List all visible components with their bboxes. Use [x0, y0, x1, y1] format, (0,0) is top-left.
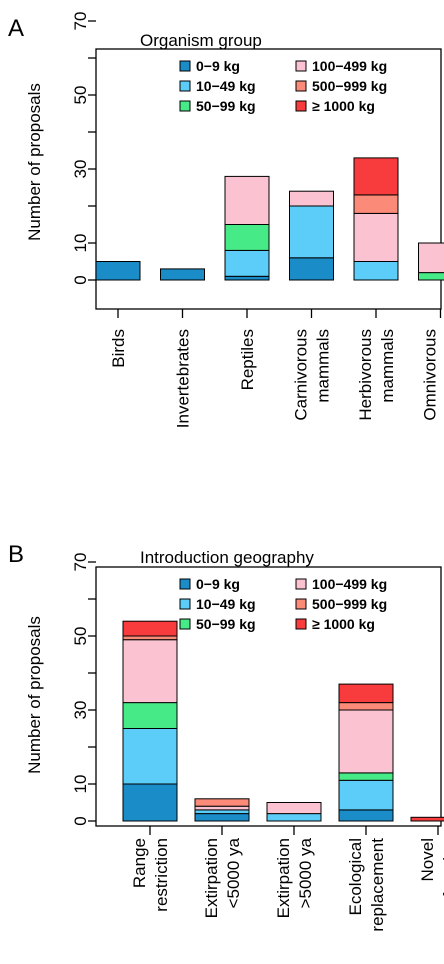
legend-label: ≥ 1000 kg: [312, 616, 375, 632]
legend-label: 0−9 kg: [196, 576, 240, 592]
chart-title: Introduction geography: [140, 548, 314, 567]
bar-segment: [338, 772, 394, 781]
x-tick-label: Invertebrates: [174, 329, 193, 428]
y-tick-label: 30: [71, 701, 90, 720]
bar-segment: [122, 728, 178, 785]
bar-segment: [338, 709, 394, 774]
x-tick-label: Range: [130, 838, 149, 888]
legend-swatch: [179, 100, 191, 112]
x-tick-label: Ecological: [346, 838, 365, 916]
bar-segment: [353, 261, 399, 281]
x-tick-label: mammals: [443, 329, 444, 403]
y-axis-label: Number of proposals: [25, 616, 44, 774]
bar-segment: [194, 798, 250, 807]
y-tick-label: 0: [71, 816, 90, 825]
bar-segment: [338, 809, 394, 822]
bar-segment: [122, 783, 178, 822]
bar-segment: [338, 779, 394, 811]
panel-a: A Organism group Number of proposals 0 10 30 5…: [8, 12, 444, 428]
legend-label: 0−9 kg: [196, 58, 240, 74]
x-tick-label: Reptiles: [238, 329, 257, 390]
legend-swatch: [295, 598, 307, 610]
bar-segment: [224, 224, 270, 251]
bar-segment: [194, 809, 250, 815]
bar-segment: [353, 212, 399, 262]
legend-swatch: [295, 618, 307, 630]
bar-segment: [122, 635, 178, 641]
y-axis-label: Number of proposals: [25, 83, 44, 241]
bar-segment: [266, 802, 322, 815]
y-tick-label: 30: [71, 160, 90, 179]
y-tick-label: 50: [71, 86, 90, 105]
x-tick-label: replacement: [368, 838, 387, 932]
x-tick-label: Herbivorous: [356, 329, 375, 421]
legend-label: 500−999 kg: [312, 596, 387, 612]
bar-segment: [338, 702, 394, 711]
y-tick-label: 0: [71, 275, 90, 284]
legend-swatch: [179, 60, 191, 72]
bar-segment: [224, 249, 270, 277]
y-tick-label: 50: [71, 627, 90, 646]
bar-segment: [122, 702, 178, 729]
bar-segment: [418, 242, 444, 274]
legend-label: ≥ 1000 kg: [312, 98, 375, 114]
y-tick-label: 70: [71, 12, 90, 31]
x-tick-label: Novel: [418, 838, 437, 881]
x-tick-label: Extirpation: [274, 838, 293, 918]
panel-b: B Introduction geography Number of proposa…: [8, 541, 444, 932]
legend-label: 100−499 kg: [312, 58, 387, 74]
legend-swatch: [179, 578, 191, 590]
y-tick-label: 10: [71, 775, 90, 794]
legend-swatch: [295, 80, 307, 92]
legend-label: 10−49 kg: [196, 78, 256, 94]
legend-swatch: [179, 598, 191, 610]
bar-segment: [418, 272, 444, 281]
legend-swatch: [295, 60, 307, 72]
panel-letter: B: [8, 541, 24, 568]
plot-frame: [95, 566, 442, 827]
legend-label: 50−99 kg: [196, 98, 256, 114]
bar-segment: [338, 683, 394, 704]
bar-segment: [122, 620, 178, 637]
legend-label: 100−499 kg: [312, 576, 387, 592]
bar-segment: [289, 205, 334, 259]
bar-segment: [353, 157, 399, 196]
bar-segment: [122, 639, 178, 704]
y-tick-label: 10: [71, 234, 90, 253]
bar-segment: [266, 813, 322, 822]
x-tick-label: >5000 ya: [296, 837, 315, 908]
bar-segment: [95, 261, 141, 281]
x-tick-label: Carnivorous: [292, 329, 311, 421]
x-tick-label: Extirpation: [202, 838, 221, 918]
x-tick-label: function: [440, 838, 444, 898]
panel-letter: A: [8, 15, 24, 42]
bar-segment: [289, 257, 334, 281]
legend-swatch: [179, 618, 191, 630]
bar-segment: [353, 194, 399, 214]
bar-segment: [289, 190, 334, 207]
legend-label: 10−49 kg: [196, 596, 256, 612]
x-tick-label: <5000 ya: [224, 837, 243, 908]
x-tick-label: Birds: [109, 329, 128, 368]
y-tick-label: 70: [71, 553, 90, 572]
bar-segment: [160, 268, 205, 281]
plot-frame: [95, 48, 442, 310]
legend-label: 50−99 kg: [196, 616, 256, 632]
legend-label: 500−999 kg: [312, 78, 387, 94]
legend-swatch: [295, 100, 307, 112]
bar-segment: [224, 175, 270, 225]
x-tick-label: mammals: [314, 329, 333, 403]
legend-swatch: [295, 578, 307, 590]
bar-segment: [410, 816, 444, 822]
x-tick-label: restriction: [152, 838, 171, 912]
bar-segment: [194, 813, 250, 822]
bar-segment: [224, 275, 270, 281]
chart-title: Organism group: [140, 31, 262, 50]
legend-swatch: [179, 80, 191, 92]
x-tick-label: mammals: [378, 329, 397, 403]
x-tick-label: Omnivorous: [421, 329, 440, 421]
bar-segment: [194, 805, 250, 811]
